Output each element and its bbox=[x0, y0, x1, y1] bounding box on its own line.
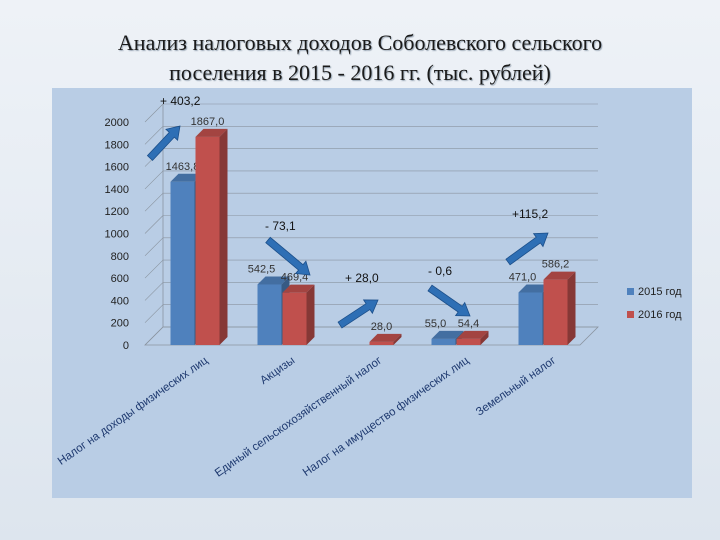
category-label: Налог на имущество физических лиц bbox=[301, 354, 472, 479]
category-label: Земельный налог bbox=[474, 355, 558, 419]
gridline-side bbox=[144, 103, 164, 123]
data-label: 54,4 bbox=[458, 318, 479, 330]
y-tick-label: 1800 bbox=[105, 139, 129, 151]
bar-side bbox=[480, 330, 489, 345]
legend-label: 2015 год bbox=[638, 286, 682, 298]
change-annotation: - 0,6 bbox=[428, 264, 452, 278]
bar-top bbox=[369, 333, 402, 342]
y-tick-label: 1600 bbox=[105, 162, 129, 174]
y-tick-label: 1400 bbox=[105, 184, 129, 196]
bar-side bbox=[306, 284, 315, 345]
bar-top bbox=[543, 271, 576, 280]
change-arrow bbox=[337, 299, 379, 329]
y-tick-label: 400 bbox=[111, 295, 129, 307]
category-label: Налог на доходы физических лиц bbox=[56, 354, 211, 467]
bar-top bbox=[431, 330, 464, 339]
change-annotation: - 73,1 bbox=[265, 219, 296, 233]
change-annotation: + 403,2 bbox=[160, 94, 201, 108]
bar-side bbox=[567, 271, 576, 345]
legend-swatch bbox=[627, 311, 634, 318]
bar[interactable] bbox=[195, 136, 220, 345]
change-arrow bbox=[146, 125, 181, 161]
bar[interactable] bbox=[257, 284, 282, 345]
change-annotation: + 28,0 bbox=[345, 271, 379, 285]
y-tick-label: 0 bbox=[123, 340, 129, 352]
gridline-side bbox=[144, 282, 164, 301]
chart-title-line-1: Анализ налоговых доходов Соболевского се… bbox=[117, 30, 603, 55]
change-arrow bbox=[505, 232, 549, 266]
bar[interactable] bbox=[170, 181, 195, 345]
y-tick-label: 600 bbox=[111, 273, 129, 285]
bar-side bbox=[393, 333, 402, 345]
data-label: 55,0 bbox=[425, 318, 446, 330]
gridline-side bbox=[144, 126, 164, 145]
data-label: 28,0 bbox=[371, 321, 392, 333]
bar-top bbox=[195, 128, 228, 137]
data-label: 586,2 bbox=[542, 259, 570, 271]
bar[interactable] bbox=[369, 341, 394, 345]
bar-side bbox=[219, 128, 228, 345]
gridline-side bbox=[144, 259, 164, 279]
y-tick-label: 800 bbox=[111, 251, 129, 263]
legend-swatch bbox=[627, 288, 634, 295]
y-tick-label: 1000 bbox=[105, 229, 129, 241]
bar-top bbox=[456, 330, 489, 339]
change-arrow bbox=[427, 284, 471, 317]
change-annotation: +115,2 bbox=[512, 207, 548, 221]
chart-panel bbox=[52, 88, 692, 498]
bar-top bbox=[257, 276, 290, 285]
y-tick-label: 2000 bbox=[105, 117, 129, 129]
gridline-side bbox=[144, 237, 164, 257]
bar-top bbox=[170, 173, 203, 182]
gridline-side bbox=[144, 215, 164, 234]
gridline-side bbox=[144, 170, 164, 190]
bar[interactable] bbox=[282, 292, 307, 345]
bar[interactable] bbox=[456, 338, 481, 345]
chart-title-line-2: поселения в 2015 - 2016 гг. (тыс. рублей… bbox=[169, 60, 551, 85]
y-tick-label: 200 bbox=[111, 318, 129, 330]
bar-top bbox=[282, 284, 315, 293]
chart-title: Анализ налоговых доходов Соболевского се… bbox=[0, 28, 720, 88]
data-label: 469,4 bbox=[281, 272, 309, 284]
gridline-side bbox=[144, 304, 164, 323]
bar[interactable] bbox=[518, 292, 543, 345]
data-label: 1867,0 bbox=[191, 116, 225, 128]
bar-top bbox=[518, 284, 551, 293]
data-label: 1463,8 bbox=[166, 161, 200, 173]
data-label: 471,0 bbox=[509, 271, 537, 283]
legend-label: 2016 год bbox=[638, 309, 682, 321]
gridline-side bbox=[144, 192, 164, 212]
y-tick-label: 1200 bbox=[105, 206, 129, 218]
bar[interactable] bbox=[543, 279, 568, 345]
change-arrow bbox=[265, 236, 311, 276]
category-label: Акцизы bbox=[258, 355, 297, 387]
category-label: Единый сельскохозяйственный налог bbox=[213, 355, 384, 480]
bar[interactable] bbox=[431, 338, 456, 345]
data-label: 542,5 bbox=[248, 264, 276, 276]
